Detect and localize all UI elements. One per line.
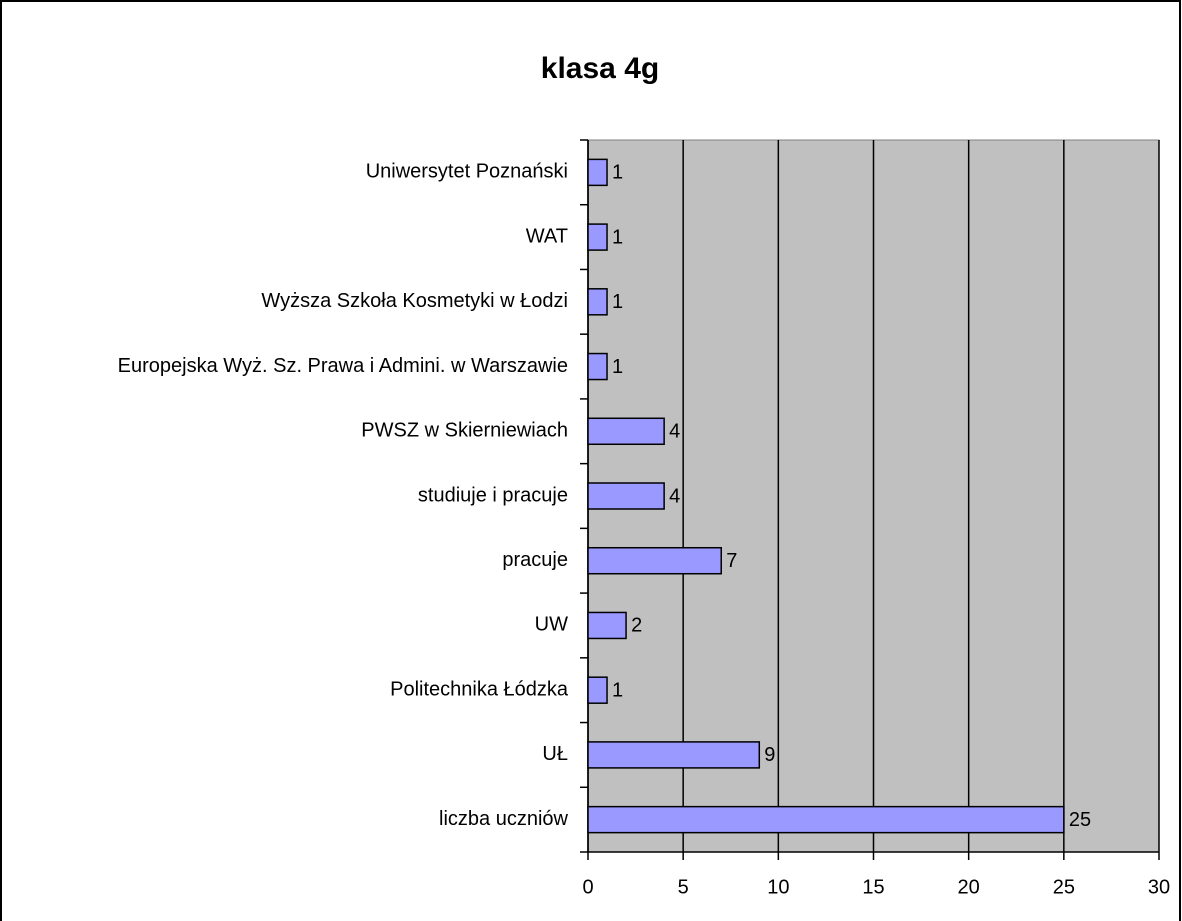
- data-label: 1: [612, 226, 623, 248]
- chart-title: klasa 4g: [541, 52, 659, 85]
- x-tick-label: 30: [1148, 876, 1170, 898]
- x-tick-label: 10: [767, 876, 789, 898]
- y-tick-label: WAT: [526, 225, 568, 247]
- bar: [587, 546, 722, 575]
- x-tick-label: 5: [678, 876, 689, 898]
- y-tick-label: liczba uczniów: [439, 808, 569, 830]
- bar: [587, 482, 665, 510]
- data-label: 1: [612, 356, 623, 378]
- bar: [587, 676, 608, 704]
- bar: [587, 805, 1065, 834]
- bar: [587, 223, 608, 251]
- data-label: 7: [726, 550, 737, 572]
- data-label: 4: [669, 485, 680, 507]
- bar: [587, 288, 608, 316]
- data-label: 4: [669, 421, 680, 443]
- bar: [587, 741, 761, 769]
- bar: [587, 417, 665, 446]
- x-tick-label: 15: [862, 876, 884, 898]
- y-tick-label: pracuje: [502, 549, 568, 571]
- y-tick-label: Politechnika Łódzka: [390, 678, 569, 700]
- data-label: 1: [612, 679, 623, 701]
- y-tick-label: PWSZ w Skierniewiach: [361, 420, 568, 442]
- data-label: 1: [612, 291, 623, 313]
- x-tick-label: 25: [1053, 876, 1075, 898]
- y-tick-label: Europejska Wyż. Sz. Prawa i Admini. w Wa…: [118, 355, 568, 377]
- y-tick-label: UŁ: [542, 743, 568, 765]
- y-tick-label: Wyższa Szkoła Kosmetyki w Łodzi: [261, 290, 568, 312]
- y-tick-label: UW: [535, 614, 568, 636]
- x-tick-label: 20: [958, 876, 980, 898]
- data-label: 9: [764, 744, 775, 766]
- y-tick-label: studiuje i pracuje: [418, 484, 568, 506]
- y-tick-label: Uniwersytet Poznański: [366, 161, 568, 183]
- data-label: 25: [1069, 809, 1091, 831]
- bar: [587, 352, 608, 381]
- x-tick-label: 0: [582, 876, 593, 898]
- bar: [587, 158, 608, 187]
- bar: [587, 611, 627, 640]
- data-label: 1: [612, 162, 623, 184]
- data-label: 2: [631, 615, 642, 637]
